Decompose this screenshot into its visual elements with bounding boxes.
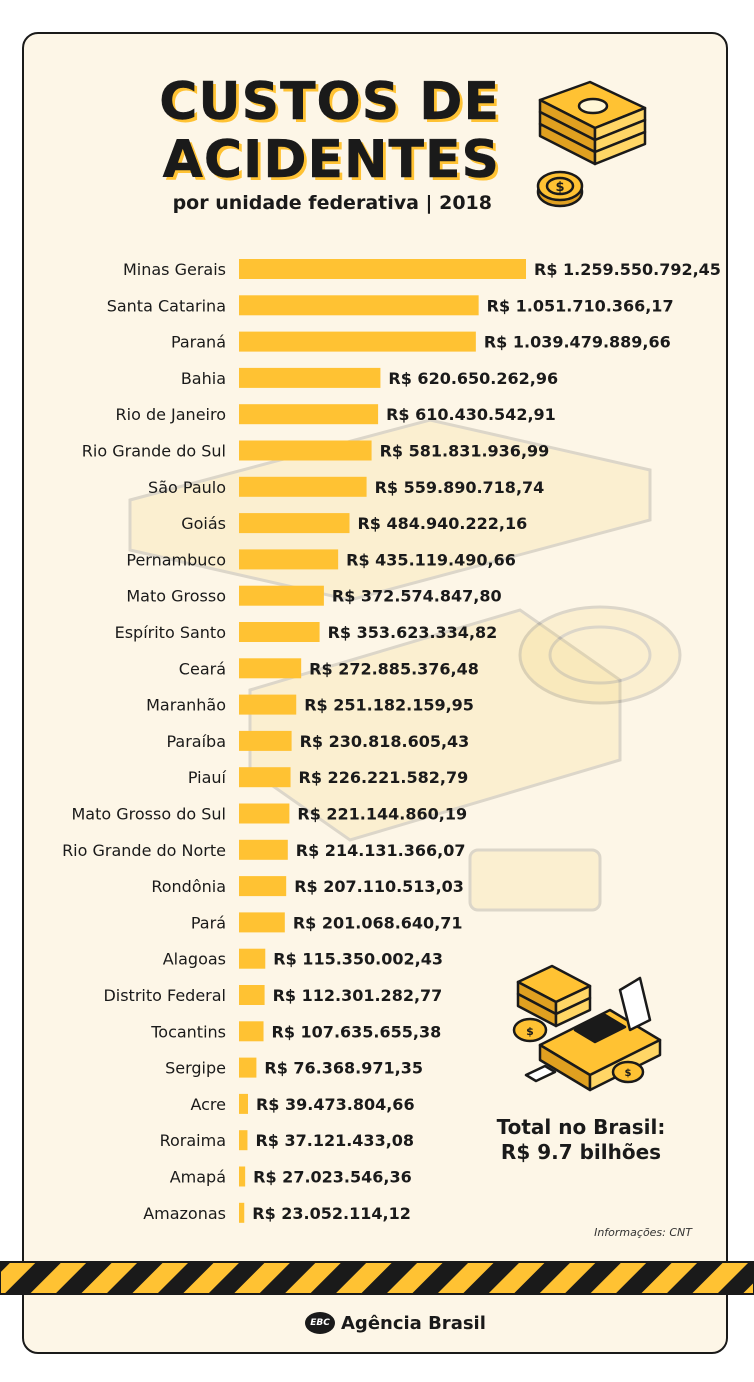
value-label: R$ 435.119.490,66	[346, 550, 516, 569]
value-label: R$ 76.368.971,35	[264, 1059, 423, 1078]
page-title-line1: CUSTOS DE	[159, 72, 500, 132]
bar	[239, 440, 372, 461]
value-label: R$ 214.131.366,07	[296, 841, 466, 860]
bar	[239, 476, 367, 497]
value-label: R$ 1.259.550.792,45	[534, 260, 721, 279]
bar	[239, 549, 339, 570]
bar	[239, 1130, 248, 1151]
bar	[239, 1021, 264, 1042]
value-label: R$ 39.473.804,66	[256, 1095, 415, 1114]
bar	[239, 622, 320, 642]
category-label: Pernambuco	[126, 550, 226, 569]
bar	[239, 367, 381, 388]
bar	[239, 948, 266, 969]
value-label: R$ 1.039.479.889,66	[484, 333, 671, 352]
value-label: R$ 1.051.710.366,17	[487, 296, 674, 315]
source-note: Informações: CNT	[594, 1226, 692, 1239]
value-label: R$ 37.121.433,08	[255, 1131, 414, 1150]
brand-footer: EBC Agência Brasil	[305, 1308, 486, 1338]
category-label: Espírito Santo	[115, 623, 226, 642]
category-label: Pará	[191, 913, 226, 932]
value-label: R$ 221.144.860,19	[297, 805, 467, 824]
value-label: R$ 251.182.159,95	[304, 696, 474, 715]
bar	[239, 694, 297, 715]
category-label: Goiás	[181, 514, 226, 533]
bar	[239, 912, 285, 933]
bar	[239, 585, 324, 606]
value-label: R$ 372.574.847,80	[332, 587, 502, 606]
category-label: Mato Grosso do Sul	[72, 805, 227, 824]
category-label: Rio Grande do Sul	[82, 442, 226, 461]
brand-name: Agência Brasil	[341, 1312, 486, 1334]
value-label: R$ 353.623.334,82	[328, 623, 498, 642]
value-label: R$ 559.890.718,74	[375, 478, 545, 497]
category-label: Rio Grande do Norte	[62, 841, 226, 860]
bar	[239, 331, 476, 352]
category-label: Tocantins	[150, 1022, 226, 1041]
total-brazil: Total no Brasil: R$ 9.7 bilhões	[490, 1115, 672, 1165]
bar	[239, 985, 265, 1005]
value-label: R$ 207.110.513,03	[294, 877, 464, 896]
category-label: Minas Gerais	[123, 260, 226, 279]
total-label: Total no Brasil:	[496, 1115, 666, 1139]
value-label: R$ 484.940.222,16	[357, 514, 527, 533]
category-label: Amapá	[170, 1168, 226, 1187]
bar	[239, 876, 287, 897]
category-label: Maranhão	[146, 696, 226, 715]
category-label: Santa Catarina	[107, 296, 226, 315]
page-title-line2: ACIDENTES	[162, 130, 500, 190]
total-value: R$ 9.7 bilhões	[500, 1140, 662, 1164]
bar	[239, 658, 302, 679]
bar	[239, 1093, 248, 1114]
ebc-logo-icon: EBC	[305, 1312, 335, 1334]
category-label: Alagoas	[163, 950, 226, 969]
category-label: Rio de Janeiro	[116, 405, 227, 424]
bar	[239, 767, 291, 788]
category-label: São Paulo	[148, 478, 226, 497]
bar	[239, 513, 350, 534]
category-label: Mato Grosso	[126, 587, 226, 606]
bar	[239, 730, 292, 751]
category-label: Distrito Federal	[103, 986, 226, 1005]
value-label: R$ 610.430.542,91	[386, 405, 556, 424]
category-label: Roraima	[160, 1131, 226, 1150]
value-label: R$ 107.635.655,38	[272, 1022, 442, 1041]
category-label: Ceará	[179, 659, 226, 678]
bar	[239, 295, 479, 316]
category-label: Sergipe	[165, 1059, 226, 1078]
value-label: R$ 226.221.582,79	[299, 768, 469, 787]
bar	[239, 404, 379, 425]
value-label: R$ 272.885.376,48	[309, 659, 479, 678]
value-label: R$ 112.301.282,77	[273, 986, 443, 1005]
value-label: R$ 27.023.546,36	[253, 1168, 412, 1187]
infographic-card	[22, 32, 728, 1354]
category-label: Rondônia	[151, 877, 226, 896]
bar	[239, 1057, 257, 1078]
value-label: R$ 230.818.605,43	[300, 732, 470, 751]
category-label: Bahia	[181, 369, 226, 388]
value-label: R$ 115.350.002,43	[273, 950, 443, 969]
value-label: R$ 620.650.262,96	[388, 369, 558, 388]
category-label: Paraíba	[166, 732, 226, 751]
bar	[239, 839, 288, 860]
category-label: Piauí	[188, 768, 227, 787]
bar-chart: Minas Gerais R$ 1.259.550.792,45 Santa Cat…	[62, 259, 721, 1223]
category-label: Amazonas	[143, 1204, 226, 1223]
value-label: R$ 581.831.936,99	[380, 442, 550, 461]
bar	[239, 259, 526, 279]
page-subtitle: por unidade federativa | 2018	[172, 192, 492, 214]
bar	[239, 1166, 246, 1187]
bar	[239, 1202, 245, 1223]
value-label: R$ 201.068.640,71	[293, 913, 463, 932]
category-label: Acre	[190, 1095, 226, 1114]
bar	[239, 803, 290, 824]
value-label: R$ 23.052.114,12	[252, 1204, 411, 1223]
category-label: Paraná	[171, 333, 226, 352]
